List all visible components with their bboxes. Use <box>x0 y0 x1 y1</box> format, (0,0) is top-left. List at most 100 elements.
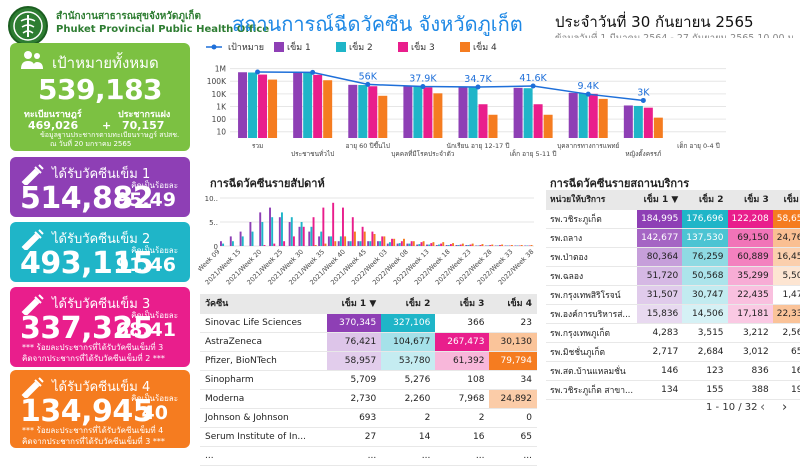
weekly-bar-dose1 <box>289 222 291 246</box>
column-header[interactable]: เข็ม 1 ▼ <box>327 294 381 313</box>
weekly-bar-dose3 <box>322 208 324 246</box>
table-cell: 693 <box>327 408 381 427</box>
bar-dose4 <box>544 115 553 138</box>
target-data-label: 9.4K <box>578 81 600 92</box>
table-cell: 65 <box>489 427 537 446</box>
column-header[interactable]: เข็ม 2 <box>381 294 435 313</box>
dose2-card: ได้รับวัคซีนเข็ม 2 493,115 คิดเป็นร้อยละ… <box>10 222 190 282</box>
weekly-bar-dose4 <box>393 239 395 246</box>
weekly-bar-dose1 <box>249 222 251 246</box>
bar-dose1 <box>569 93 578 138</box>
bar-dose1 <box>348 85 357 138</box>
bar-dose2 <box>634 106 643 138</box>
table-cell: 2,560 <box>773 323 800 342</box>
table-cell: 23 <box>489 313 537 332</box>
table-cell: 61,392 <box>435 351 489 370</box>
table-cell: 2,260 <box>381 389 435 408</box>
table-cell: 3,012 <box>728 342 773 361</box>
office-name-thai: สำนักงานสาธารณสุขจังหวัดภูเก็ต <box>56 9 201 24</box>
y-tick-label: 10K <box>212 90 228 99</box>
weekly-bar-dose3 <box>430 243 432 246</box>
y-tick-label: 10.. <box>205 195 218 203</box>
weekly-bar-dose2 <box>330 236 332 246</box>
row-label: รพ.ป่าตอง <box>546 247 637 266</box>
y-tick-label: 10 <box>216 128 226 137</box>
weekly-bar-dose2 <box>232 241 234 246</box>
table-cell: 79,794 <box>489 351 537 370</box>
weekly-bar-dose1 <box>220 241 222 246</box>
target-data-label: 56K <box>359 71 378 82</box>
column-header[interactable]: เข็ม 3 <box>435 294 489 313</box>
column-header[interactable]: เข็ม 4 <box>773 190 800 209</box>
weekly-bar-dose1 <box>456 245 458 246</box>
table-cell: 27 <box>327 427 381 446</box>
weekly-bar-dose4 <box>521 245 523 246</box>
weekly-bar-dose3 <box>362 227 364 246</box>
weekly-bar-dose2 <box>271 217 273 246</box>
y-tick-label: 100 <box>212 115 227 124</box>
table-cell: 104,677 <box>381 332 435 351</box>
prev-page-button[interactable]: ‹ <box>760 400 765 415</box>
row-label: รพ.กรุงเทพภูเก็ต <box>546 323 637 342</box>
bar-dose4 <box>378 96 387 138</box>
table-cell: 134 <box>637 380 682 399</box>
weekly-bar-dose3 <box>371 232 373 246</box>
column-header[interactable]: หน่วยให้บริการ <box>546 190 637 209</box>
table-cell: 58,957 <box>327 351 381 370</box>
table-cell: 176,696 <box>682 209 727 228</box>
table-cell: 2,684 <box>682 342 727 361</box>
table-cell: 836 <box>728 361 773 380</box>
table-cell: 16,456 <box>773 247 800 266</box>
column-header[interactable]: เข็ม 3 <box>728 190 773 209</box>
weekly-bar-dose1 <box>377 241 379 246</box>
target-point <box>641 98 646 103</box>
table-cell: ... <box>381 446 435 465</box>
bar-dose1 <box>403 86 412 138</box>
target-title: เป้าหมายทั้งหมด <box>52 51 159 75</box>
weekly-bar-dose3 <box>450 244 452 246</box>
column-header[interactable]: วัคซีน <box>200 294 327 313</box>
column-header[interactable]: เข็ม 2 <box>682 190 727 209</box>
weekly-bar-dose2 <box>340 236 342 246</box>
weekly-bar-dose4 <box>325 244 327 246</box>
weekly-bar-dose2 <box>399 243 401 246</box>
weekly-bar-dose1 <box>269 208 271 246</box>
column-header[interactable]: เข็ม 1 ▼ <box>637 190 682 209</box>
table-cell: 15,836 <box>637 304 682 323</box>
row-label: ... <box>200 446 327 465</box>
target-data-label: 34.7K <box>464 74 492 85</box>
table-cell: 24,892 <box>489 389 537 408</box>
weekly-bar-dose3 <box>401 241 403 246</box>
row-label: Johnson & Johnson <box>200 408 327 427</box>
weekly-bar-dose3 <box>332 203 334 246</box>
table-cell: 58,652 <box>773 209 800 228</box>
row-label: รพ.ถลาง <box>546 228 637 247</box>
legend-label-target: เป้าหมาย <box>228 42 264 53</box>
dose4-card: ได้รับวัคซีนเข็ม 4 134,945 คิดเป็นร้อยละ… <box>10 370 190 448</box>
weekly-bar-dose4 <box>462 244 464 246</box>
next-page-button[interactable]: › <box>782 400 787 415</box>
weekly-bar-dose4 <box>383 236 385 246</box>
bar-dose2 <box>579 93 588 138</box>
bar-dose4 <box>489 115 498 138</box>
target-data-label: 37.9K <box>409 74 437 85</box>
weekly-bar-dose2 <box>252 232 254 246</box>
column-header[interactable]: เข็ม 4 <box>489 294 537 313</box>
y-tick-label: 100K <box>207 77 227 86</box>
table-cell: 122,208 <box>728 209 773 228</box>
bar-dose1 <box>459 87 468 138</box>
weekly-bar-dose2 <box>369 241 371 246</box>
table-cell: ... <box>327 446 381 465</box>
weekly-bar-dose2 <box>242 236 244 246</box>
row-label: รพ.สต.บ้านแหลมชั่น <box>546 361 637 380</box>
table-cell: 76,421 <box>327 332 381 351</box>
office-logo <box>8 6 48 46</box>
legend-swatch-dose1 <box>274 42 284 52</box>
